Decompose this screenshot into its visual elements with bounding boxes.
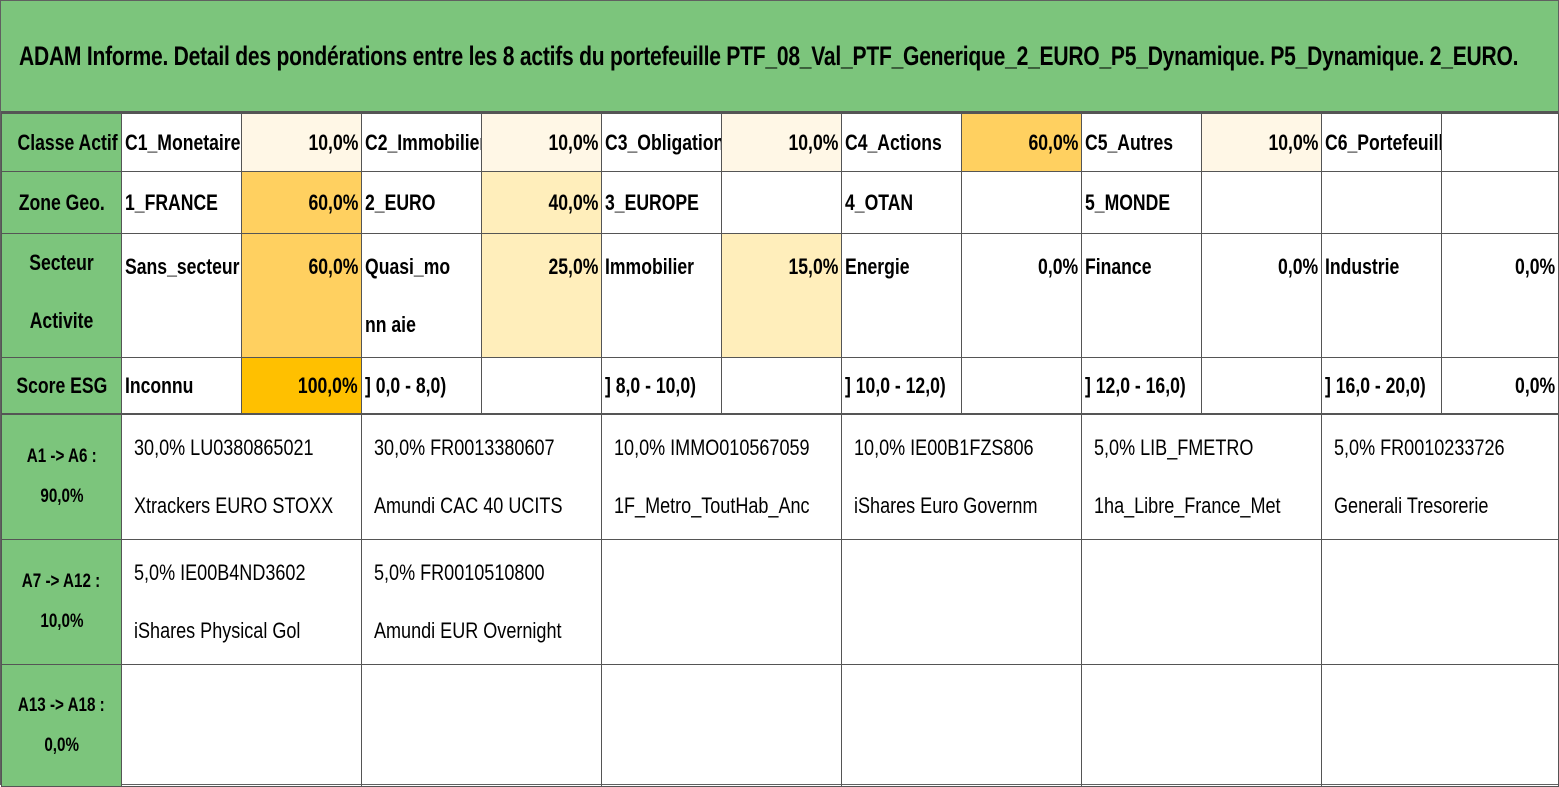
classe-value-3: 10,0% (721, 113, 842, 172)
zone-label-3: 3_EUROPE (601, 171, 722, 234)
asset-cell: 10,0% IE00B1FZS806 iShares Euro Governm (841, 414, 1082, 540)
secteur-label-4: Energie (841, 233, 962, 358)
row-header-zone-geo: Zone Geo. (1, 171, 122, 234)
secteur-label-6: Industrie (1321, 233, 1442, 358)
esg-value-6: 0,0% (1441, 357, 1559, 414)
row-zone-geo: Zone Geo. 1_FRANCE 60,0% 2_EURO 40,0% 3_… (1, 171, 1559, 234)
asset-cell-empty (1321, 539, 1559, 665)
asset-cell: 5,0% IE00B4ND3602 iShares Physical Gol (121, 539, 362, 665)
secteur-label-3: Immobilier (601, 233, 722, 358)
esg-value-4 (961, 357, 1082, 414)
asset-cell: 10,0% IMMO010567059 1F_Metro_ToutHab_Anc (601, 414, 842, 540)
esg-value-3 (721, 357, 842, 414)
classe-value-2: 10,0% (481, 113, 602, 172)
esg-value-2 (481, 357, 602, 414)
zone-value-3 (721, 171, 842, 234)
secteur-value-5: 0,0% (1201, 233, 1322, 358)
asset-cell: 30,0% LU0380865021 Xtrackers EURO STOXX (121, 414, 362, 540)
asset-cell-empty (361, 664, 602, 787)
asset-cell-empty (841, 539, 1082, 665)
asset-cell-empty (1081, 664, 1322, 787)
secteur-value-2: 25,0% (481, 233, 602, 358)
asset-cell-empty (1321, 664, 1559, 787)
classe-value-1: 10,0% (241, 113, 362, 172)
esg-label-6: ] 16,0 - 20,0) (1321, 357, 1442, 414)
zone-label-4: 4_OTAN (841, 171, 962, 234)
esg-value-5 (1201, 357, 1322, 414)
esg-label-1: Inconnu (121, 357, 242, 414)
esg-label-3: ] 8,0 - 10,0) (601, 357, 722, 414)
zone-value-2: 40,0% (481, 171, 602, 234)
asset-group-header-3: A13 -> A18 : 0,0% (1, 664, 122, 787)
row-classe-actif: Classe Actif C1_Monetaire 10,0% C2_Immob… (1, 113, 1559, 172)
secteur-value-3: 15,0% (721, 233, 842, 358)
classe-label-2: C2_Immobilier (361, 113, 482, 172)
row-header-classe-actif: Classe Actif (1, 113, 122, 172)
secteur-value-6: 0,0% (1441, 233, 1559, 358)
classe-value-4: 60,0% (961, 113, 1082, 172)
asset-cell-empty (1081, 539, 1322, 665)
asset-cell: 5,0% LIB_FMETRO 1ha_Libre_France_Met (1081, 414, 1322, 540)
esg-label-4: ] 10,0 - 12,0) (841, 357, 962, 414)
zone-label-2: 2_EURO (361, 171, 482, 234)
row-secteur-activite: Secteur Activite Sans_secteur 60,0% Quas… (1, 233, 1559, 358)
weights-table: Classe Actif C1_Monetaire 10,0% C2_Immob… (1, 113, 1559, 414)
classe-value-6 (1441, 113, 1559, 172)
asset-cell-empty (121, 664, 362, 787)
secteur-label-5: Finance (1081, 233, 1202, 358)
secteur-label-1: Sans_secteur (121, 233, 242, 358)
zone-value-5 (1201, 171, 1322, 234)
report-title: ADAM Informe. Detail des pondérations en… (19, 40, 1519, 71)
assets-table: A1 -> A6 : 90,0% 30,0% LU0380865021 Xtrac… (1, 414, 1559, 787)
zone-label-6 (1321, 171, 1442, 234)
asset-cell-empty (601, 539, 842, 665)
asset-row-a1-a6: A1 -> A6 : 90,0% 30,0% LU0380865021 Xtrac… (1, 414, 1559, 540)
asset-cell: 30,0% FR0013380607 Amundi CAC 40 UCITS (361, 414, 602, 540)
classe-label-3: C3_Obligations (601, 113, 722, 172)
classe-label-1: C1_Monetaire (121, 113, 242, 172)
esg-value-1: 100,0% (241, 357, 362, 414)
classe-value-5: 10,0% (1201, 113, 1322, 172)
zone-label-1: 1_FRANCE (121, 171, 242, 234)
asset-row-a13-a18: A13 -> A18 : 0,0% (1, 664, 1559, 787)
row-score-esg: Score ESG Inconnu 100,0% ] 0,0 - 8,0) ] … (1, 357, 1559, 414)
row-header-score-esg: Score ESG (1, 357, 122, 414)
secteur-value-1: 60,0% (241, 233, 362, 358)
classe-label-6: C6_Portefeuill (1321, 113, 1442, 172)
zone-label-5: 5_MONDE (1081, 171, 1202, 234)
secteur-label-2: Quasi_monn aie (361, 233, 482, 358)
row-header-secteur: Secteur Activite (1, 233, 122, 358)
classe-label-5: C5_Autres (1081, 113, 1202, 172)
esg-label-2: ] 0,0 - 8,0) (361, 357, 482, 414)
secteur-value-4: 0,0% (961, 233, 1082, 358)
classe-label-4: C4_Actions (841, 113, 962, 172)
report-title-bar: ADAM Informe. Detail des pondérations en… (1, 1, 1558, 113)
asset-cell: 5,0% FR0010233726 Generali Tresorerie (1321, 414, 1559, 540)
asset-cell-empty (601, 664, 842, 787)
asset-cell: 5,0% FR0010510800 Amundi EUR Overnight (361, 539, 602, 665)
asset-cell-empty (841, 664, 1082, 787)
asset-row-a7-a12: A7 -> A12 : 10,0% 5,0% IE00B4ND3602 iShar… (1, 539, 1559, 665)
asset-group-header-1: A1 -> A6 : 90,0% (1, 414, 122, 540)
zone-value-1: 60,0% (241, 171, 362, 234)
zone-value-6 (1441, 171, 1559, 234)
zone-value-4 (961, 171, 1082, 234)
esg-label-5: ] 12,0 - 16,0) (1081, 357, 1202, 414)
asset-group-header-2: A7 -> A12 : 10,0% (1, 539, 122, 665)
